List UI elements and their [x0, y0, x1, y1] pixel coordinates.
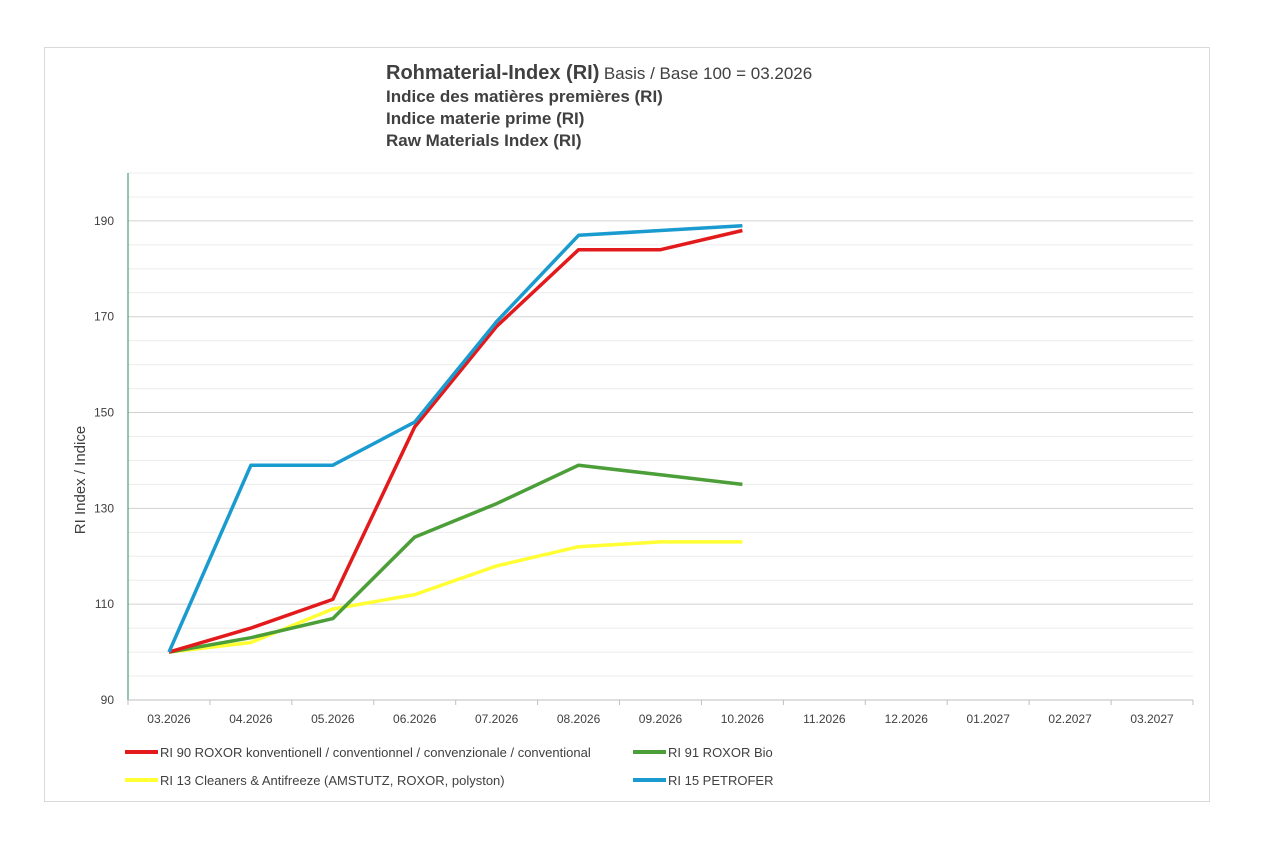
x-tick-label: 03.2026 [147, 712, 191, 726]
x-tick-label: 04.2026 [229, 712, 273, 726]
x-tick-label: 11.2026 [803, 712, 846, 726]
x-tick-label: 07.2026 [475, 712, 519, 726]
legend-label-3: RI 15 PETROFER [668, 773, 773, 788]
x-tick-label: 09.2026 [639, 712, 683, 726]
chart-title-basis: Basis / Base 100 = 03.2026 [603, 64, 813, 83]
x-tick-label: 02.2027 [1048, 712, 1092, 726]
tick-labels: 90 110 130 150 170 190 03.2026 04.2026 05.2026 06… [94, 214, 1194, 726]
legend-label-1: RI 91 ROXOR Bio [668, 745, 773, 760]
chart-title-block: Rohmaterial-Index (RI) Basis / Base 100 … [386, 62, 812, 152]
chart-subtitle-en: Raw Materials Index (RI) [386, 131, 582, 150]
legend: RI 90 ROXOR konventionell / conventionne… [125, 745, 773, 788]
y-axis-label: RI Index / Indice [72, 426, 89, 534]
x-tick-label: 06.2026 [393, 712, 437, 726]
y-tick-label: 150 [94, 406, 114, 420]
series-line-1 [168, 463, 743, 654]
legend-label-2: RI 13 Cleaners & Antifreeze (AMSTUTZ, RO… [160, 773, 505, 788]
x-tick-label: 01.2027 [966, 712, 1010, 726]
legend-label-0: RI 90 ROXOR konventionell / conventionne… [160, 745, 591, 760]
y-tick-label: 130 [94, 501, 114, 515]
series-line-2 [168, 540, 743, 654]
x-tick-label: 10.2026 [721, 712, 765, 726]
x-tick-label: 12.2026 [885, 712, 929, 726]
grid-lines [128, 172, 1193, 677]
x-tick-label: 08.2026 [557, 712, 601, 726]
series-line-3 [167, 223, 743, 653]
chart-subtitle-fr: Indice des matières premières (RI) [386, 87, 663, 106]
y-tick-label: 90 [101, 693, 115, 707]
x-tick-label: 03.2027 [1130, 712, 1174, 726]
y-tick-label: 110 [95, 597, 114, 611]
series-lines [167, 223, 743, 654]
y-tick-label: 170 [94, 310, 114, 324]
chart-subtitle-it: Indice materie prime (RI) [386, 109, 585, 128]
series-line-0 [168, 228, 743, 654]
y-tick-label: 190 [94, 214, 114, 228]
x-tick-label: 05.2026 [311, 712, 355, 726]
chart-title: Rohmaterial-Index (RI) [386, 62, 600, 84]
